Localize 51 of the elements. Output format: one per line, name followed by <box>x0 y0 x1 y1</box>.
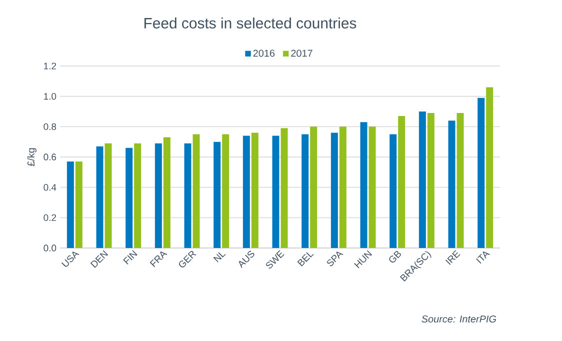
x-tick-label: NL <box>213 252 226 262</box>
bar <box>310 126 318 248</box>
bar <box>126 148 133 248</box>
x-tick-label: FRA <box>150 252 168 268</box>
bar <box>478 98 485 248</box>
bar <box>280 128 288 248</box>
bar <box>272 136 280 248</box>
bar <box>66 162 74 248</box>
bar <box>360 122 368 248</box>
y-tick-label: 1.0 <box>44 92 56 100</box>
bar <box>456 113 464 248</box>
bar <box>398 116 406 248</box>
bar <box>242 136 250 248</box>
y-tick-label: 1.2 <box>44 62 56 70</box>
bar <box>251 132 258 248</box>
bar <box>330 132 338 248</box>
bar <box>154 143 162 248</box>
bar <box>75 162 82 248</box>
bar <box>302 134 309 248</box>
bar <box>96 146 104 248</box>
legend-label: 2017 <box>291 50 312 57</box>
bar <box>418 111 426 248</box>
bar <box>163 137 170 248</box>
x-tick-label: FIN <box>123 250 138 265</box>
y-tick-label: 0.8 <box>44 123 56 130</box>
bar <box>192 134 200 248</box>
y-tick-label: 0.4 <box>44 184 56 191</box>
bar <box>390 134 397 248</box>
bar <box>134 143 142 248</box>
bar <box>448 120 456 248</box>
chart-title: Feed costs in selected countries <box>144 18 356 28</box>
y-tick-label: 0.6 <box>44 154 56 160</box>
bar <box>368 126 376 248</box>
legend-label: 2016 <box>253 50 275 57</box>
x-tick-label: GB <box>389 251 401 263</box>
source-note: Source: InterPIG <box>422 315 496 323</box>
bar <box>104 143 112 248</box>
y-tick-label: 0.2 <box>44 214 56 222</box>
y-axis-title: £/kg <box>27 148 36 166</box>
bar <box>486 87 494 248</box>
y-tick-label: 0.0 <box>44 244 56 252</box>
x-tick-label: SPA <box>327 252 344 266</box>
bar <box>214 142 221 248</box>
bar <box>222 134 230 248</box>
x-tick-label: ITA <box>476 252 490 264</box>
x-tick-label: USA <box>61 252 80 267</box>
bar <box>339 126 346 248</box>
bar <box>184 143 192 248</box>
bar <box>427 113 434 248</box>
x-tick-label: IRE <box>445 250 460 265</box>
x-tick-label: BEL <box>297 252 314 266</box>
